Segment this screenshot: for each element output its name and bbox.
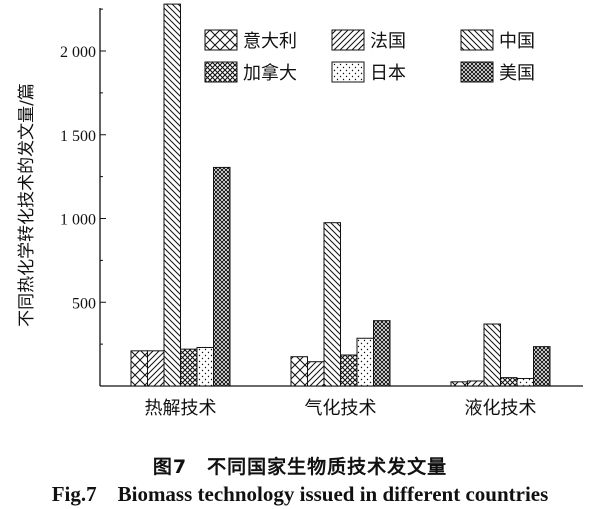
legend-label: 法国 bbox=[370, 31, 406, 52]
bar-1-4 bbox=[180, 348, 198, 387]
bar-2-2 bbox=[307, 361, 325, 387]
bar-2-1 bbox=[290, 356, 308, 387]
bar-2-3 bbox=[323, 222, 341, 387]
y-tick-label: 2 000 bbox=[60, 44, 96, 61]
bars bbox=[130, 3, 551, 387]
figure-caption-english: Fig.7 Biomass technology issued in diffe… bbox=[51, 482, 549, 506]
bar-3-5 bbox=[516, 377, 534, 387]
bar-1-5 bbox=[196, 346, 214, 387]
x-tick-label: 液化技术 bbox=[465, 398, 537, 419]
y-axis-label: 不同热化学转化技术的发文量/篇 bbox=[17, 83, 37, 327]
legend-swatch bbox=[204, 61, 238, 83]
y-tick-label: 1 000 bbox=[60, 212, 96, 229]
bar-1-3 bbox=[163, 3, 181, 387]
bar-3-3 bbox=[483, 323, 501, 387]
bar-3-2 bbox=[467, 380, 485, 387]
legend-label: 日本 bbox=[370, 63, 406, 84]
bar-2-4 bbox=[340, 354, 358, 387]
y-tick-label: 1 500 bbox=[60, 128, 96, 145]
legend-label: 美国 bbox=[499, 63, 535, 84]
x-tick-label: 气化技术 bbox=[305, 398, 377, 419]
bar-3-4 bbox=[500, 377, 518, 387]
legend-label: 加拿大 bbox=[243, 62, 297, 84]
legend-label: 中国 bbox=[499, 31, 535, 52]
legend-swatch bbox=[331, 61, 365, 83]
bar-3-6 bbox=[533, 346, 551, 387]
bar-2-5 bbox=[356, 337, 374, 387]
legend-label: 意大利 bbox=[243, 31, 297, 52]
bar-1-1 bbox=[130, 350, 148, 387]
legend-swatch bbox=[204, 29, 238, 51]
y-tick-label: 500 bbox=[72, 295, 96, 312]
x-tick-label: 热解技术 bbox=[145, 398, 217, 419]
legend-swatch bbox=[331, 29, 365, 51]
bar-1-2 bbox=[147, 350, 165, 387]
legend-swatch bbox=[460, 61, 494, 83]
legend-swatch bbox=[460, 29, 494, 51]
figure-caption-chinese: 图7 不同国家生物质技术发文量 bbox=[152, 456, 448, 478]
bar-1-6 bbox=[213, 166, 231, 387]
bar-3-1 bbox=[450, 381, 468, 387]
bar-2-6 bbox=[373, 320, 391, 387]
